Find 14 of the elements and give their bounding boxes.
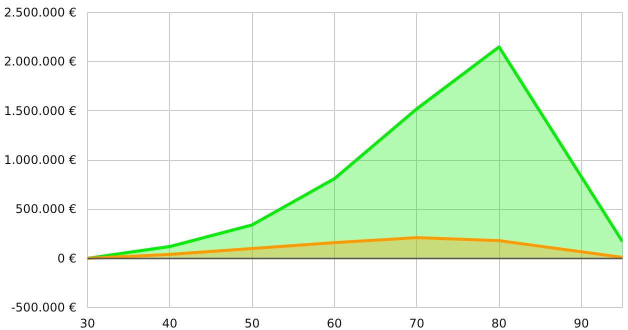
x-tick-label: 50 <box>244 316 260 330</box>
y-tick-label: 1.500.000 € <box>4 104 77 118</box>
x-tick-label: 90 <box>574 316 589 330</box>
x-tick-label: 40 <box>162 316 178 330</box>
x-tick-label: 70 <box>409 316 424 330</box>
x-tick-label: 80 <box>491 316 507 330</box>
y-tick-label: -500.000 € <box>11 300 77 314</box>
y-tick-label: 500.000 € <box>15 202 77 216</box>
x-tick-label: 60 <box>326 316 342 330</box>
y-tick-label: 2.500.000 € <box>4 6 77 20</box>
x-tick-label: 30 <box>80 316 96 330</box>
y-tick-label: 0 € <box>57 251 77 266</box>
y-tick-label: 2.000.000 € <box>4 54 77 69</box>
y-tick-label: 1.000.000 € <box>4 153 77 167</box>
